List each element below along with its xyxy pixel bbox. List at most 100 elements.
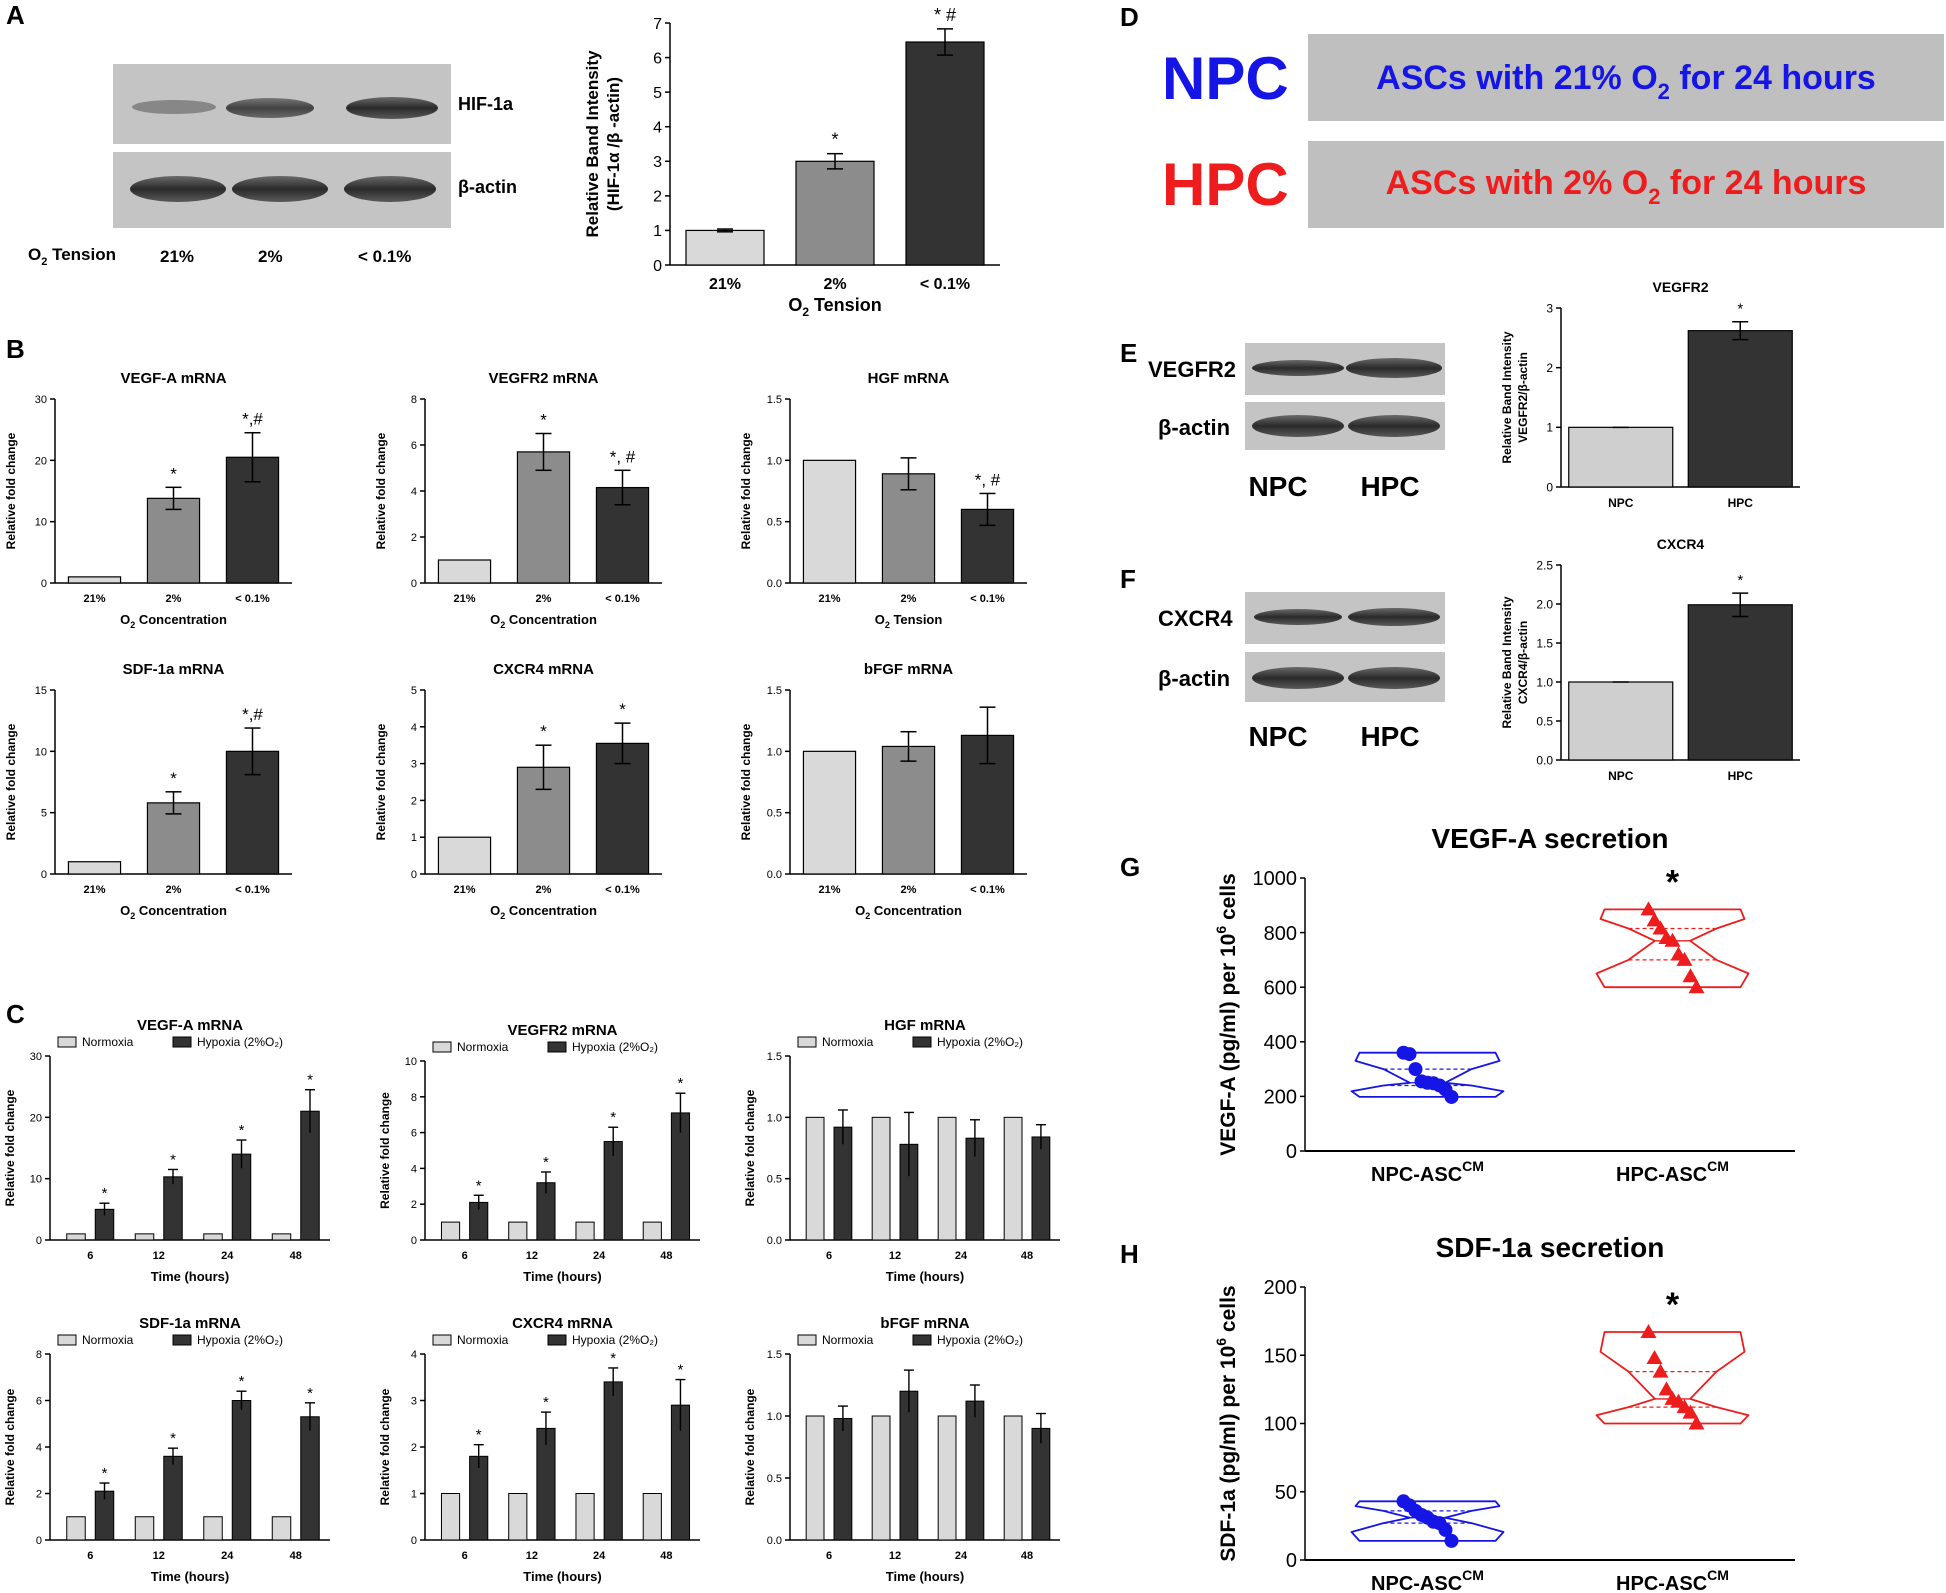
xtick-label-c2-2: 24 (593, 1250, 606, 1262)
xtick-label-b3-2: < 0.1% (970, 593, 1005, 605)
chart-b5: 0 1 2 3 4 5 21% * 2% * < 0.1% CXCR4 mRNA O2​ Concent… (374, 661, 662, 921)
chart-c4-ytick-label: 0 (36, 1535, 42, 1547)
significance-c2-2: * (610, 1109, 616, 1126)
band-actin-f-npc (1252, 667, 1344, 689)
x-axis-label-c6: Time (hours) (886, 1569, 965, 1584)
chart-a_chart: 0 1 2 3 4 5 6 7 21% * 2% * # < 0.1% O2​ Tension Relati… (583, 5, 1000, 319)
xtick-label-c6-0: 6 (826, 1550, 832, 1562)
chart-a_chart-ytick-label: 0 (653, 258, 662, 275)
xtick-label-b4-2: < 0.1% (235, 884, 270, 896)
chart-title-b2: VEGFR2 mRNA (488, 370, 598, 387)
panel-letter-h: H (1120, 1239, 1139, 1269)
bar-c4-0-0 (66, 1516, 86, 1541)
chart-title-b6: bFGF mRNA (864, 661, 953, 678)
data-point-h_chart-1 (1640, 1324, 1657, 1339)
bar-c2-1-2 (603, 1141, 623, 1241)
lane-label-2: 2% (258, 247, 283, 266)
bar-c4-1-1 (163, 1455, 183, 1541)
legend-label-c5-0: Normoxia (457, 1333, 509, 1347)
bar-b5-2 (595, 742, 650, 875)
chart-c6: 0.0 0.5 1.0 1.5 6 12 24 48 bFGF mRNA Normoxia Hypo… (743, 1315, 1060, 1584)
xtick-label-b2-0: 21% (453, 593, 475, 605)
npc-tag: NPC (1162, 45, 1289, 112)
panel-e-blot: VEGFR2 β-actin NPC HPC (1148, 343, 1445, 502)
xtick-label-c4-2: 24 (221, 1550, 234, 1562)
data-point-g_chart-1 (1652, 920, 1669, 935)
chart-b3-ytick-label: 1.5 (767, 394, 782, 406)
xtick-label-b1-2: < 0.1% (235, 593, 270, 605)
x-axis-label-b5: O2​ Concentration (490, 903, 597, 921)
y-axis-label-c4: Relative fold change (3, 1388, 17, 1505)
chart-title-b5: CXCR4 mRNA (493, 661, 594, 678)
significance-c1-1: * (170, 1151, 176, 1168)
data-point-g_chart-1 (1682, 968, 1699, 983)
violin-g_chart-0 (1350, 1051, 1505, 1098)
xtick-label-b4-0: 21% (83, 884, 105, 896)
panel-f-blot: CXCR4 β-actin NPC HPC (1158, 592, 1445, 752)
xtick-label-b1-0: 21% (83, 593, 105, 605)
xtick-label-b6-2: < 0.1% (970, 884, 1005, 896)
significance-c1-3: * (307, 1072, 313, 1089)
xtick-label-c5-0: 6 (462, 1550, 468, 1562)
significance-b2-2: *, # (610, 447, 636, 466)
significance-b4-2: *,# (242, 705, 263, 724)
blot-label-cxcr4: CXCR4 (1158, 606, 1233, 631)
chart-b3-ytick-label: 1.0 (767, 455, 782, 467)
bar-c2-0-0 (440, 1221, 461, 1241)
blot-label-actin: β-actin (458, 177, 517, 197)
significance-e_chart-1: * (1737, 301, 1743, 318)
xtick-label-c4-1: 12 (153, 1550, 165, 1562)
legend-swatch-c4-0 (57, 1334, 77, 1346)
bar-c6-0-2 (937, 1415, 957, 1541)
chart-f_chart-ytick-label: 1.0 (1536, 675, 1553, 689)
legend-swatch-c2-1 (547, 1041, 567, 1053)
bar-c6-0-3 (1003, 1415, 1023, 1541)
chart-f_chart-ytick-label: 1.5 (1536, 636, 1553, 650)
chart-c3-ytick-label: 1.5 (767, 1051, 782, 1063)
npc-condition-box (1308, 34, 1944, 121)
bar-b6-0 (802, 750, 857, 875)
xtick-label-b4-1: 2% (166, 884, 182, 896)
chart-b2-ytick-label: 6 (411, 440, 417, 452)
bar-c3-0-1 (871, 1116, 891, 1241)
band-actin-e-npc (1252, 415, 1344, 437)
y-axis-label-b2: Relative fold change (374, 432, 388, 549)
chart-b4-ytick-label: 5 (41, 808, 47, 820)
chart-g_chart-ytick-label: 800 (1264, 923, 1297, 945)
chart-h_chart: 0 50 100 150 200 NPC-ASCCM * HPC-ASCCM SDF-1a se… (1213, 1232, 1795, 1593)
y-axis-label-a_chart: (HIF-1α /β -actin) (604, 77, 623, 211)
chart-a_chart-ytick-label: 1 (653, 223, 662, 240)
chart-c5-ytick-label: 0 (411, 1535, 417, 1547)
bar-a_chart-1 (795, 160, 875, 266)
chart-c4-ytick-label: 8 (36, 1349, 42, 1361)
bar-c1-0-0 (66, 1233, 86, 1241)
legend-swatch-c2-0 (432, 1041, 452, 1053)
chart-b2-ytick-label: 0 (411, 578, 417, 590)
violin-h_chart-1 (1595, 1331, 1750, 1425)
xtick-label-c2-0: 6 (462, 1250, 468, 1262)
bar-b2-2 (595, 486, 650, 584)
panel-letter-b: B (6, 334, 25, 364)
chart-b3-ytick-label: 0.0 (767, 578, 782, 590)
band-actin-01 (344, 176, 436, 202)
significance-b1-2: *,# (242, 410, 263, 429)
panel-d: NPC ASCs with 21% O2 for 24 hours HPC AS… (1162, 34, 1944, 228)
chart-b2-ytick-label: 2 (411, 532, 417, 544)
xtick-label-c5-1: 12 (526, 1550, 538, 1562)
hpc-condition-box (1308, 141, 1944, 228)
x-axis-label-b3: O2​ Tension (875, 612, 943, 630)
violin-h_chart-0 (1350, 1500, 1505, 1542)
y-axis-label-b4: Relative fold change (4, 723, 18, 840)
chart-e_chart-ytick-label: 3 (1546, 301, 1553, 315)
chart-title-c1: VEGF-A mRNA (137, 1017, 243, 1034)
chart-c4-ytick-label: 4 (36, 1442, 42, 1454)
bar-c6-1-1 (899, 1390, 919, 1541)
chart-c2-ytick-label: 2 (411, 1199, 417, 1211)
data-point-h_chart-1 (1682, 1404, 1699, 1419)
chart-c5-ytick-label: 2 (411, 1442, 417, 1454)
y-axis-label-c3: Relative fold change (743, 1089, 757, 1206)
legend-label-c2-0: Normoxia (457, 1040, 509, 1054)
y-axis-label-h_chart: SDF-1a (pg/ml) per 106 cells (1213, 1285, 1240, 1561)
x-axis-label-a_chart: O2​ Tension (788, 295, 881, 319)
